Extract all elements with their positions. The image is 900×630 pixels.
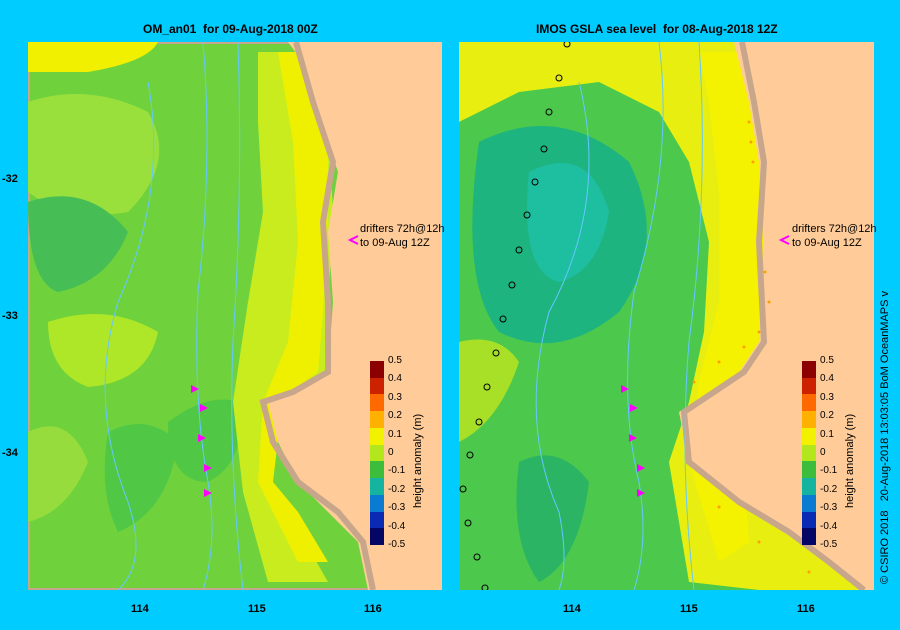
y-tick-label: -32 — [2, 173, 18, 185]
right-drifter-note: drifters 72h@12h to 09-Aug 12Z — [792, 223, 877, 249]
left-colorbar — [370, 361, 384, 546]
colorbar-swatch — [802, 427, 816, 446]
colorbar-tick-label: -0.4 — [820, 520, 838, 532]
colorbar-swatch — [802, 478, 816, 496]
colorbar-swatch — [370, 427, 384, 446]
left-map-panel — [28, 42, 442, 590]
colorbar-swatch — [370, 444, 384, 462]
colorbar-swatch — [802, 444, 816, 462]
y-tick-label: -34 — [2, 447, 18, 459]
isobath — [231, 42, 244, 590]
sla-zone — [168, 399, 240, 482]
left-colorbar-title: height anomaly (m) — [412, 413, 424, 508]
colorbar-tick-label: -0.1 — [388, 465, 406, 477]
left-map-svg — [28, 42, 442, 590]
colorbar-tick-label: -0.5 — [388, 539, 406, 550]
sla-zone — [28, 426, 88, 522]
x-tick-label: 115 — [680, 603, 698, 615]
colorbar-swatch — [370, 461, 384, 479]
colorbar-swatch — [370, 494, 384, 513]
x-tick-label: 114 — [131, 603, 149, 615]
colorbar-tick-label: 0.5 — [820, 355, 834, 366]
coastline — [259, 42, 376, 590]
colorbar-tick-label: -0.2 — [388, 483, 406, 495]
x-tick-label: 114 — [563, 603, 581, 615]
sla-zone — [516, 455, 589, 582]
land — [679, 42, 874, 590]
coastline — [680, 42, 866, 590]
panel-left-title: OM_an01 for 09-Aug-2018 00Z — [143, 22, 318, 36]
colorbar-tick-label: 0.1 — [820, 428, 834, 440]
isobath — [684, 42, 703, 590]
colorbar-swatch — [370, 394, 384, 412]
colorbar-tick-label: 0.5 — [388, 355, 402, 366]
right-colorbar — [802, 361, 816, 546]
drifter-arrows — [621, 385, 645, 497]
right-map-svg — [459, 42, 874, 590]
colorbar-tick-label: -0.4 — [388, 520, 406, 532]
colorbar-swatch — [802, 461, 816, 479]
altimeter-track-points — [459, 42, 571, 590]
colorbar-swatch — [802, 511, 816, 529]
sla-zone — [104, 424, 178, 532]
sla-zone — [28, 196, 128, 292]
isobath — [104, 81, 155, 590]
colorbar-tick-label: 0 — [388, 447, 394, 458]
colorbar-swatch — [802, 377, 816, 395]
colorbar-swatch — [802, 361, 816, 379]
sla-zone — [48, 314, 158, 387]
colorbar-swatch — [802, 411, 816, 429]
sla-zone — [258, 52, 328, 562]
sla-zone — [28, 94, 160, 215]
colorbar-tick-label: -0.3 — [820, 502, 838, 514]
x-tick-label: 116 — [364, 603, 382, 615]
colorbar-tick-label: -0.2 — [820, 483, 838, 495]
colorbar-tick-label: 0.2 — [388, 410, 402, 422]
panel-right-title: IMOS GSLA sea level for 08-Aug-2018 12Z — [536, 22, 778, 36]
colorbar-tick-label: 0.4 — [820, 373, 834, 385]
colorbar-swatch — [370, 511, 384, 529]
colorbar-tick-label: 0.3 — [388, 391, 402, 403]
colorbar-swatch — [802, 394, 816, 412]
isobath — [196, 42, 213, 590]
isobath — [535, 81, 590, 590]
colorbar-swatch — [370, 478, 384, 496]
colorbar-swatch — [370, 377, 384, 395]
colorbar-tick-label: 0.3 — [820, 391, 834, 403]
isobath — [627, 42, 664, 590]
colorbar-tick-label: 0 — [820, 447, 826, 458]
land — [268, 42, 442, 590]
drifter-legend-arrow — [347, 235, 359, 245]
colorbar-tick-label: 0.4 — [388, 373, 402, 385]
sla-zone — [459, 339, 519, 442]
colorbar-tick-label: 0.1 — [388, 428, 402, 440]
sla-zone — [28, 42, 158, 72]
colorbar-swatch — [370, 361, 384, 379]
credit-text: © CSIRO 2018 20-Aug-2018 13:03:05 BoM Oc… — [879, 290, 891, 584]
right-map-panel — [459, 42, 874, 590]
drifter-arrows — [191, 385, 212, 497]
colorbar-tick-label: -0.1 — [820, 465, 838, 477]
sla-zone — [527, 163, 609, 282]
colorbar-tick-label: -0.3 — [388, 502, 406, 514]
y-tick-label: -33 — [2, 310, 18, 322]
coastal-tide-points — [692, 120, 811, 574]
x-tick-label: 115 — [248, 603, 266, 615]
colorbar-swatch — [370, 411, 384, 429]
x-tick-label: 116 — [797, 603, 815, 615]
colorbar-swatch — [802, 528, 816, 546]
colorbar-swatch — [802, 494, 816, 513]
colorbar-swatch — [370, 528, 384, 546]
right-colorbar-title: height anomaly (m) — [844, 413, 856, 508]
colorbar-tick-label: 0.2 — [820, 410, 834, 422]
drifter-legend-arrow — [778, 235, 790, 245]
colorbar-tick-label: -0.5 — [820, 539, 838, 550]
left-drifter-note: drifters 72h@12h to 09-Aug 12Z — [360, 223, 445, 249]
